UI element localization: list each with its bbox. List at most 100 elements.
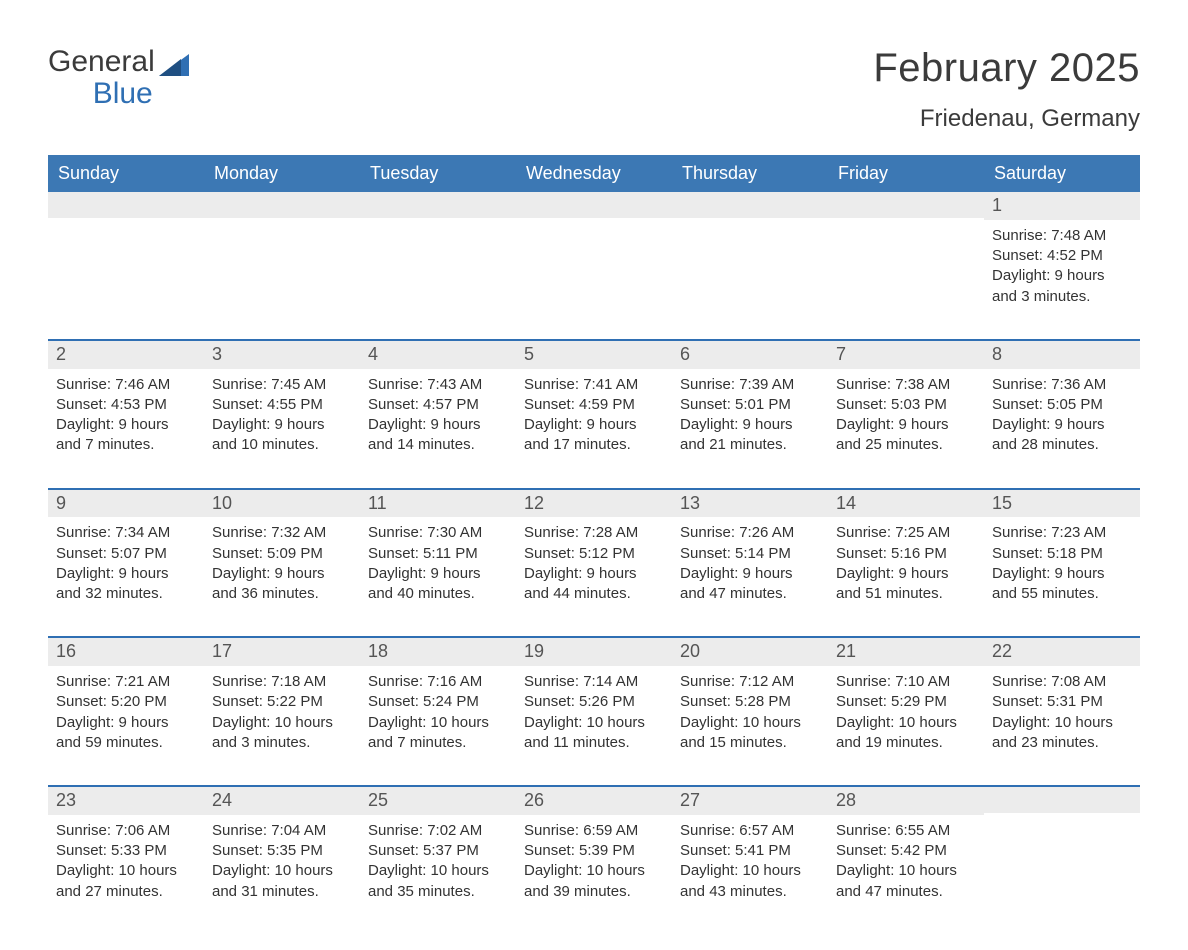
day-body xyxy=(828,218,984,312)
sunrise-line: Sunrise: 7:21 AM xyxy=(56,672,196,692)
day-number: 15 xyxy=(984,490,1140,518)
calendar-cell xyxy=(204,192,360,315)
daylight1-line: Daylight: 9 hours xyxy=(680,415,820,435)
day-number: 24 xyxy=(204,787,360,815)
day-body: Sunrise: 7:21 AMSunset: 5:20 PMDaylight:… xyxy=(48,666,204,761)
daylight2-line: and 7 minutes. xyxy=(368,733,508,753)
day-number: 7 xyxy=(828,341,984,369)
day-body: Sunrise: 7:23 AMSunset: 5:18 PMDaylight:… xyxy=(984,517,1140,612)
day-header-row: Sunday Monday Tuesday Wednesday Thursday… xyxy=(48,155,1140,192)
sunset-line: Sunset: 5:01 PM xyxy=(680,395,820,415)
calendar-cell xyxy=(672,192,828,315)
calendar-cell: 22Sunrise: 7:08 AMSunset: 5:31 PMDayligh… xyxy=(984,638,1140,761)
day-number: 22 xyxy=(984,638,1140,666)
daylight2-line: and 39 minutes. xyxy=(524,882,664,902)
calendar-cell: 28Sunrise: 6:55 AMSunset: 5:42 PMDayligh… xyxy=(828,787,984,910)
calendar-cell: 15Sunrise: 7:23 AMSunset: 5:18 PMDayligh… xyxy=(984,490,1140,613)
daylight2-line: and 44 minutes. xyxy=(524,584,664,604)
sail-icon xyxy=(159,54,189,76)
daylight2-line: and 28 minutes. xyxy=(992,435,1132,455)
dayhead-sat: Saturday xyxy=(984,155,1140,192)
sunset-line: Sunset: 5:31 PM xyxy=(992,692,1132,712)
daylight1-line: Daylight: 10 hours xyxy=(212,713,352,733)
daylight1-line: Daylight: 10 hours xyxy=(368,861,508,881)
calendar-cell: 10Sunrise: 7:32 AMSunset: 5:09 PMDayligh… xyxy=(204,490,360,613)
sunset-line: Sunset: 5:18 PM xyxy=(992,544,1132,564)
logo-word1: General xyxy=(48,46,155,78)
day-number xyxy=(48,192,204,218)
day-body: Sunrise: 7:10 AMSunset: 5:29 PMDaylight:… xyxy=(828,666,984,761)
daylight2-line: and 11 minutes. xyxy=(524,733,664,753)
daylight2-line: and 35 minutes. xyxy=(368,882,508,902)
day-body: Sunrise: 7:28 AMSunset: 5:12 PMDaylight:… xyxy=(516,517,672,612)
daylight2-line: and 31 minutes. xyxy=(212,882,352,902)
sunrise-line: Sunrise: 7:38 AM xyxy=(836,375,976,395)
day-number: 12 xyxy=(516,490,672,518)
sunset-line: Sunset: 5:37 PM xyxy=(368,841,508,861)
week-row: 1Sunrise: 7:48 AMSunset: 4:52 PMDaylight… xyxy=(48,192,1140,315)
sunrise-line: Sunrise: 6:59 AM xyxy=(524,821,664,841)
sunset-line: Sunset: 5:05 PM xyxy=(992,395,1132,415)
daylight2-line: and 59 minutes. xyxy=(56,733,196,753)
sunset-line: Sunset: 5:12 PM xyxy=(524,544,664,564)
day-number: 26 xyxy=(516,787,672,815)
daylight1-line: Daylight: 9 hours xyxy=(56,713,196,733)
day-number xyxy=(204,192,360,218)
daylight2-line: and 3 minutes. xyxy=(212,733,352,753)
week-row: 16Sunrise: 7:21 AMSunset: 5:20 PMDayligh… xyxy=(48,636,1140,761)
sunrise-line: Sunrise: 6:57 AM xyxy=(680,821,820,841)
calendar-cell: 24Sunrise: 7:04 AMSunset: 5:35 PMDayligh… xyxy=(204,787,360,910)
day-number: 20 xyxy=(672,638,828,666)
sunset-line: Sunset: 5:09 PM xyxy=(212,544,352,564)
sunset-line: Sunset: 5:42 PM xyxy=(836,841,976,861)
daylight2-line: and 7 minutes. xyxy=(56,435,196,455)
day-body: Sunrise: 7:48 AMSunset: 4:52 PMDaylight:… xyxy=(984,220,1140,315)
daylight2-line: and 19 minutes. xyxy=(836,733,976,753)
calendar-cell: 8Sunrise: 7:36 AMSunset: 5:05 PMDaylight… xyxy=(984,341,1140,464)
daylight2-line: and 47 minutes. xyxy=(836,882,976,902)
day-body xyxy=(984,813,1140,907)
daylight1-line: Daylight: 9 hours xyxy=(368,415,508,435)
calendar-cell: 19Sunrise: 7:14 AMSunset: 5:26 PMDayligh… xyxy=(516,638,672,761)
sunset-line: Sunset: 5:14 PM xyxy=(680,544,820,564)
day-number: 28 xyxy=(828,787,984,815)
calendar-cell: 18Sunrise: 7:16 AMSunset: 5:24 PMDayligh… xyxy=(360,638,516,761)
daylight1-line: Daylight: 10 hours xyxy=(992,713,1132,733)
daylight1-line: Daylight: 9 hours xyxy=(56,564,196,584)
day-number: 10 xyxy=(204,490,360,518)
daylight1-line: Daylight: 10 hours xyxy=(368,713,508,733)
logo: General Blue xyxy=(48,46,189,109)
day-body xyxy=(360,218,516,312)
calendar-cell: 1Sunrise: 7:48 AMSunset: 4:52 PMDaylight… xyxy=(984,192,1140,315)
day-body: Sunrise: 7:04 AMSunset: 5:35 PMDaylight:… xyxy=(204,815,360,910)
calendar-cell: 26Sunrise: 6:59 AMSunset: 5:39 PMDayligh… xyxy=(516,787,672,910)
calendar-cell: 12Sunrise: 7:28 AMSunset: 5:12 PMDayligh… xyxy=(516,490,672,613)
week-row: 2Sunrise: 7:46 AMSunset: 4:53 PMDaylight… xyxy=(48,339,1140,464)
daylight1-line: Daylight: 9 hours xyxy=(368,564,508,584)
sunset-line: Sunset: 5:03 PM xyxy=(836,395,976,415)
dayhead-mon: Monday xyxy=(204,155,360,192)
sunset-line: Sunset: 5:26 PM xyxy=(524,692,664,712)
sunrise-line: Sunrise: 7:16 AM xyxy=(368,672,508,692)
calendar-page: General Blue February 2025 Friedenau, Ge… xyxy=(0,0,1188,950)
day-body: Sunrise: 7:41 AMSunset: 4:59 PMDaylight:… xyxy=(516,369,672,464)
daylight1-line: Daylight: 9 hours xyxy=(56,415,196,435)
daylight2-line: and 25 minutes. xyxy=(836,435,976,455)
calendar-cell: 23Sunrise: 7:06 AMSunset: 5:33 PMDayligh… xyxy=(48,787,204,910)
day-number: 9 xyxy=(48,490,204,518)
sunrise-line: Sunrise: 7:25 AM xyxy=(836,523,976,543)
daylight1-line: Daylight: 9 hours xyxy=(836,415,976,435)
day-body xyxy=(516,218,672,312)
day-body: Sunrise: 7:43 AMSunset: 4:57 PMDaylight:… xyxy=(360,369,516,464)
sunrise-line: Sunrise: 7:30 AM xyxy=(368,523,508,543)
day-body: Sunrise: 7:12 AMSunset: 5:28 PMDaylight:… xyxy=(672,666,828,761)
daylight1-line: Daylight: 10 hours xyxy=(680,861,820,881)
sunset-line: Sunset: 5:22 PM xyxy=(212,692,352,712)
sunrise-line: Sunrise: 7:41 AM xyxy=(524,375,664,395)
dayhead-fri: Friday xyxy=(828,155,984,192)
sunrise-line: Sunrise: 6:55 AM xyxy=(836,821,976,841)
day-number xyxy=(672,192,828,218)
day-number: 23 xyxy=(48,787,204,815)
day-number: 3 xyxy=(204,341,360,369)
calendar-cell: 3Sunrise: 7:45 AMSunset: 4:55 PMDaylight… xyxy=(204,341,360,464)
